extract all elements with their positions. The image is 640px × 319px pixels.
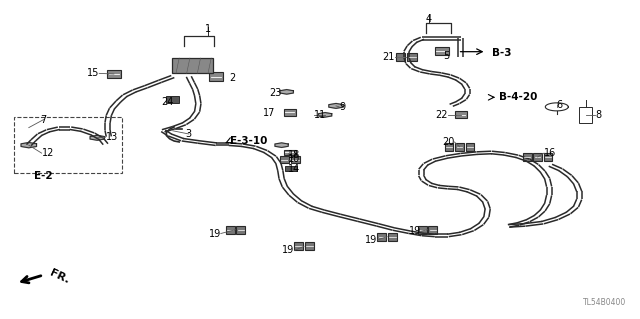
Polygon shape (329, 103, 343, 108)
Bar (544, 153, 552, 161)
Bar (280, 156, 289, 163)
Text: 19: 19 (209, 228, 221, 239)
Text: 2: 2 (229, 73, 236, 83)
Text: 24: 24 (161, 97, 174, 107)
Text: 17: 17 (263, 108, 275, 118)
Text: 4: 4 (426, 14, 432, 24)
Bar (291, 156, 300, 163)
Bar (455, 111, 467, 118)
Bar (524, 153, 532, 161)
Text: E-2: E-2 (34, 171, 52, 181)
Bar (396, 54, 406, 62)
Bar (14, 117, 122, 173)
Bar (418, 226, 427, 234)
Bar (445, 143, 453, 151)
Text: 8: 8 (595, 110, 602, 120)
Text: 16: 16 (544, 148, 556, 158)
Text: 5: 5 (443, 51, 449, 61)
Text: 11: 11 (314, 110, 326, 120)
Text: E-3-10: E-3-10 (230, 136, 268, 146)
Bar (305, 242, 314, 250)
Text: B-3: B-3 (492, 48, 511, 58)
Bar (284, 150, 296, 155)
Bar (408, 54, 417, 62)
Text: 18: 18 (288, 150, 300, 160)
Polygon shape (90, 135, 104, 140)
Text: 15: 15 (87, 68, 99, 78)
Text: 12: 12 (42, 148, 54, 158)
Text: 22: 22 (435, 110, 448, 120)
Bar (107, 70, 121, 78)
Text: 19: 19 (282, 245, 294, 256)
Bar (388, 233, 397, 241)
Text: TL54B0400: TL54B0400 (582, 298, 626, 307)
Text: 14: 14 (288, 164, 300, 174)
Bar (294, 242, 303, 250)
Bar (237, 226, 246, 234)
Bar (226, 226, 235, 234)
Bar (285, 166, 297, 171)
Text: 21: 21 (383, 52, 395, 63)
Bar (435, 47, 449, 55)
Bar (429, 226, 438, 234)
Text: FR.: FR. (48, 268, 71, 286)
Polygon shape (275, 143, 288, 147)
Text: 19: 19 (409, 226, 421, 236)
Polygon shape (21, 143, 36, 148)
Text: B-4-20: B-4-20 (499, 92, 538, 102)
Bar (166, 96, 179, 103)
Bar (466, 143, 474, 151)
Bar (284, 109, 296, 116)
Text: 3: 3 (186, 129, 192, 139)
Text: 7: 7 (40, 115, 47, 125)
Bar (378, 233, 387, 241)
Text: 1: 1 (205, 24, 211, 34)
Polygon shape (280, 90, 293, 94)
Bar (579, 107, 592, 123)
Text: 10: 10 (288, 154, 300, 165)
Bar (456, 143, 463, 151)
Text: 23: 23 (269, 87, 282, 98)
Text: 19: 19 (365, 235, 378, 245)
Text: 13: 13 (106, 132, 118, 142)
Bar (209, 72, 223, 81)
Bar (172, 58, 213, 73)
Text: 20: 20 (442, 137, 454, 147)
Text: 6: 6 (557, 100, 563, 110)
Bar (534, 153, 542, 161)
Text: 9: 9 (339, 102, 346, 112)
Polygon shape (319, 113, 332, 117)
